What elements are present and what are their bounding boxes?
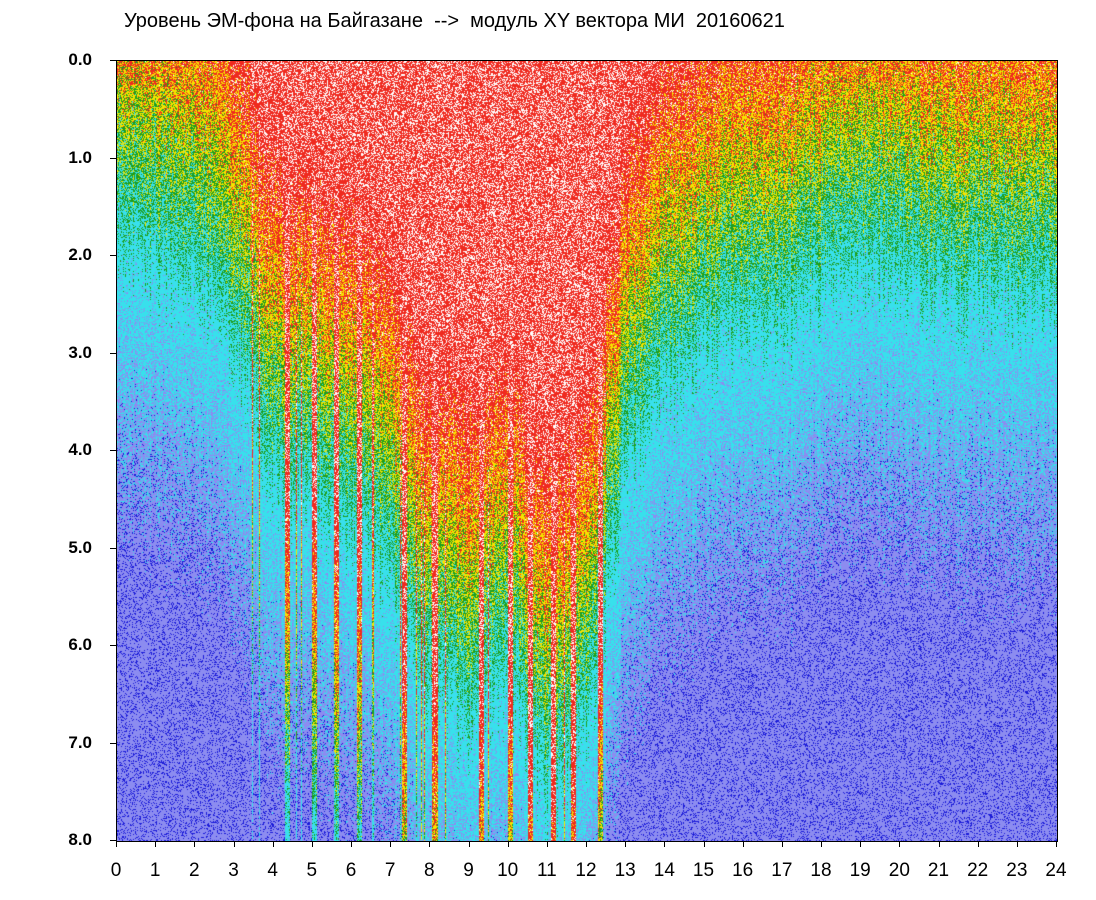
y-tick-label: 8.0: [68, 830, 92, 849]
x-tick-mark: [1017, 841, 1018, 847]
x-tick-label: 20: [888, 860, 910, 881]
x-tick-mark: [155, 841, 156, 847]
x-tick-mark: [743, 841, 744, 847]
y-tick-label: 6.0: [68, 635, 92, 654]
x-tick-mark: [1056, 841, 1057, 847]
x-tick-label: 15: [692, 860, 715, 881]
x-tick-label: 3: [228, 860, 239, 881]
x-tick-label: 18: [810, 860, 832, 881]
x-tick-label: 11: [536, 860, 557, 881]
x-tick-label: 23: [1006, 860, 1028, 881]
y-tick-label: 3.0: [68, 342, 92, 362]
y-tick-label: 5.0: [68, 537, 92, 557]
x-tick-label: 0: [110, 860, 122, 881]
y-tick-mark: [110, 743, 116, 744]
y-tick-mark: [110, 255, 116, 256]
x-tick-mark: [821, 841, 822, 847]
x-tick-label: 2: [189, 860, 200, 881]
y-tick-mark: [110, 158, 116, 159]
x-tick-label: 24: [1045, 860, 1067, 881]
x-tick-mark: [664, 841, 665, 847]
y-tick-mark: [110, 450, 116, 451]
x-tick-mark: [429, 841, 430, 847]
x-tick-label: 12: [575, 860, 597, 881]
x-tick-mark: [469, 841, 470, 847]
x-tick-label: 16: [732, 860, 754, 881]
x-tick-label: 4: [267, 860, 278, 881]
x-tick-mark: [899, 841, 900, 847]
y-tick-mark: [110, 548, 116, 549]
plot-area: [116, 60, 1058, 842]
y-tick-mark: [110, 60, 116, 61]
x-tick-label: 19: [849, 860, 871, 881]
x-tick-label: 9: [463, 860, 474, 881]
x-tick-label: 21: [927, 860, 950, 881]
y-tick-label: 1.0: [68, 147, 92, 167]
x-tick-label: 17: [771, 860, 793, 881]
x-tick-mark: [312, 841, 313, 847]
chart-title: Уровень ЭМ-фона на Байгазане --> модуль …: [124, 10, 785, 32]
x-tick-label: 14: [653, 860, 675, 881]
x-tick-mark: [939, 841, 940, 847]
y-tick-label: 0.0: [68, 50, 92, 69]
x-tick-mark: [508, 841, 509, 847]
y-tick-mark: [110, 840, 116, 841]
x-tick-mark: [625, 841, 626, 847]
x-tick-label: 8: [424, 860, 435, 881]
x-tick-label: 1: [149, 860, 161, 881]
y-tick-label: 7.0: [68, 732, 92, 752]
x-tick-label: 22: [967, 860, 989, 881]
x-tick-label: 5: [306, 860, 318, 881]
x-tick-mark: [116, 841, 117, 847]
x-tick-label: 7: [384, 860, 396, 881]
x-tick-mark: [194, 841, 195, 847]
x-tick-mark: [978, 841, 979, 847]
x-tick-mark: [547, 841, 548, 847]
y-tick-mark: [110, 353, 116, 354]
x-tick-mark: [390, 841, 391, 847]
x-tick-mark: [234, 841, 235, 847]
y-tick-mark: [110, 645, 116, 646]
x-tick-mark: [586, 841, 587, 847]
x-tick-label: 10: [497, 860, 519, 881]
x-tick-mark: [704, 841, 705, 847]
x-tick-mark: [273, 841, 274, 847]
x-tick-mark: [782, 841, 783, 847]
y-tick-label: 2.0: [68, 245, 92, 264]
x-tick-mark: [351, 841, 352, 847]
y-tick-label: 4.0: [68, 440, 92, 459]
x-tick-label: 6: [345, 860, 357, 881]
x-tick-mark: [860, 841, 861, 847]
heatmap: [117, 61, 1057, 841]
x-tick-label: 13: [614, 860, 636, 881]
